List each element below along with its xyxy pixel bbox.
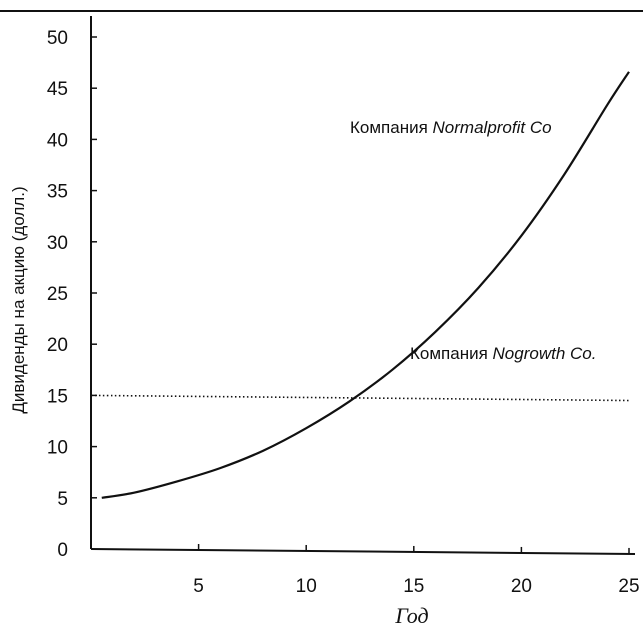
axes [90, 16, 636, 555]
x-axis-label: Год [394, 603, 428, 628]
y-tick-label: 35 [47, 182, 68, 203]
annotation-nogrowth: Компания Nogrowth Co. [410, 344, 596, 363]
series-layer [90, 71, 630, 499]
annotations: Компания Normalprofit Co Компания Nogrow… [350, 118, 596, 363]
y-tick-label: 30 [47, 233, 68, 254]
y-tick-label: 45 [47, 79, 68, 100]
annotation-normalprofit: Компания Normalprofit Co [350, 118, 552, 137]
y-tick-label: 40 [47, 130, 68, 151]
x-tick-label: 10 [296, 576, 317, 597]
series-line-nogrowth [90, 394, 630, 402]
y-tick-label: 0 [57, 540, 68, 561]
x-axis-line [90, 548, 636, 555]
y-tick-label: 15 [47, 386, 68, 407]
y-tick-label: 5 [57, 489, 68, 510]
y-tick-label: 50 [47, 28, 68, 49]
x-tick-label: 5 [193, 576, 204, 597]
ticks: 0 5 10 15 20 25 30 35 40 45 50 5 10 15 20 25 [47, 28, 640, 597]
x-tick-label: 15 [403, 576, 424, 597]
series-line-normalprofit [101, 71, 630, 499]
y-tick-label: 10 [47, 438, 68, 459]
y-axis-label: Дивиденды на акцию (долл.) [9, 186, 28, 413]
y-tick-label: 25 [47, 284, 68, 305]
x-tick-label: 25 [618, 576, 639, 597]
x-tick-label: 20 [511, 576, 532, 597]
y-tick-label: 20 [47, 335, 68, 356]
